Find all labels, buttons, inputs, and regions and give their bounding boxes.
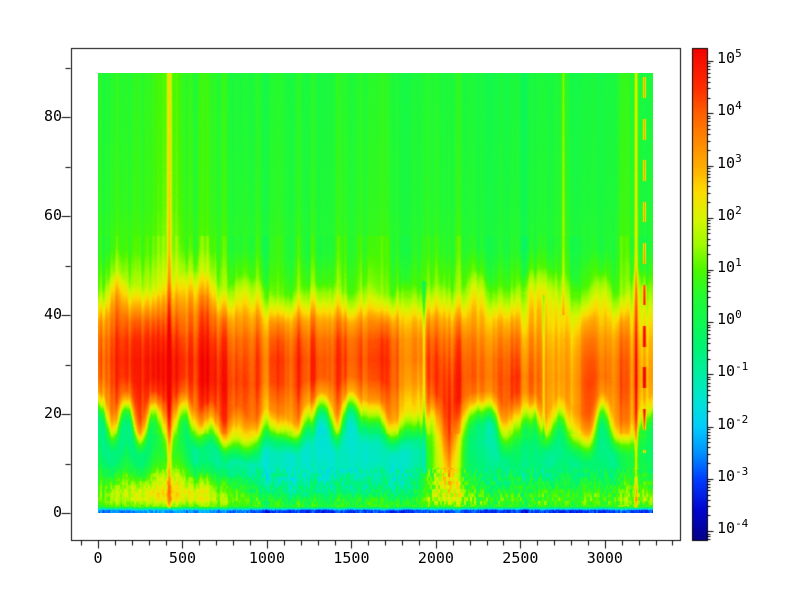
- colorbar-tick-label: 100: [717, 308, 742, 329]
- heatmap-image: [98, 73, 653, 513]
- y-tick-label: 20: [43, 404, 62, 423]
- colorbar-tick-label: 105: [717, 47, 742, 68]
- colorbar-tick-label: 102: [717, 203, 742, 224]
- x-tick-label: 3000: [586, 549, 623, 567]
- x-tick-label: 1500: [333, 549, 370, 567]
- y-tick-label: 0: [52, 503, 62, 521]
- colorbar-tick-label: 10-2: [717, 412, 749, 433]
- x-tick-label: 1000: [248, 549, 285, 567]
- colorbar-tick-label: 10-4: [717, 517, 749, 538]
- x-tick-label: 0: [93, 549, 103, 567]
- y-tick-label: 40: [43, 305, 62, 324]
- colorbar-tick-label: 103: [717, 151, 742, 172]
- x-tick-label: 500: [168, 549, 197, 567]
- colorbar-tick-label: 104: [717, 99, 742, 120]
- x-tick-label: 2500: [502, 549, 539, 567]
- colorbar-tick-label: 10-1: [717, 360, 749, 381]
- colorbar-tick-label: 10-3: [717, 464, 749, 485]
- colorbar-tick-label: 101: [717, 255, 742, 276]
- x-tick-label: 2000: [417, 549, 454, 567]
- y-tick-label: 60: [43, 206, 62, 225]
- y-tick-label: 80: [43, 107, 62, 126]
